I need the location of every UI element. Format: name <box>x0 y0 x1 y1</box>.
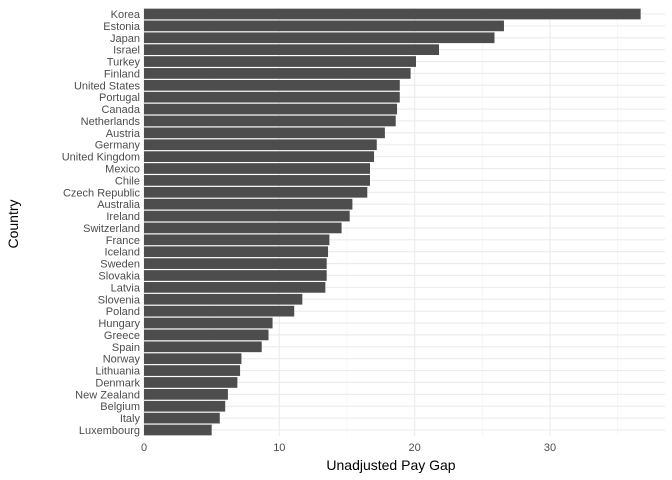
y-tick-label: Korea <box>111 9 141 21</box>
bar <box>144 103 398 115</box>
bar <box>144 388 228 400</box>
y-tick-label: Hungary <box>98 318 140 330</box>
y-tick-label: Mexico <box>105 164 140 176</box>
y-tick-label: Finland <box>104 68 140 80</box>
bar <box>144 127 385 139</box>
bar <box>144 198 353 210</box>
y-tick-label: Netherlands <box>81 116 141 128</box>
bar <box>144 377 238 388</box>
y-tick-label: Estonia <box>103 21 141 33</box>
y-tick-label: Slovenia <box>98 294 141 306</box>
bar <box>144 329 269 341</box>
x-tick-label: 0 <box>141 442 147 454</box>
y-tick-label: Austria <box>106 128 141 140</box>
bar <box>144 44 440 56</box>
y-tick-label: Israel <box>113 45 140 57</box>
y-tick-label: Lithuania <box>95 366 141 378</box>
y-tick-label: Italy <box>120 413 141 425</box>
y-tick-label: United Kingdom <box>62 152 140 164</box>
y-tick-label: Belgium <box>100 401 140 413</box>
y-tick-label: Germany <box>95 140 141 152</box>
bar <box>144 258 327 269</box>
y-tick-label: Slovakia <box>98 270 140 282</box>
bar <box>144 293 303 305</box>
bar <box>144 175 370 186</box>
bar <box>144 8 641 20</box>
bar <box>144 91 400 103</box>
y-tick-labels: KoreaEstoniaJapanIsraelTurkeyFinlandUnit… <box>62 9 141 437</box>
bar <box>144 317 273 329</box>
y-tick-label: Canada <box>101 104 140 116</box>
bar <box>144 353 242 365</box>
bar <box>144 68 411 79</box>
y-tick-label: Luxembourg <box>79 425 140 437</box>
bar <box>144 222 342 234</box>
bar <box>144 139 377 151</box>
bar <box>144 412 220 424</box>
y-tick-label: Ireland <box>106 211 140 223</box>
y-tick-label: Greece <box>104 330 140 342</box>
y-tick-label: New Zealand <box>75 389 140 401</box>
y-tick-label: Turkey <box>107 57 141 69</box>
y-tick-label: Sweden <box>100 259 140 271</box>
x-axis-title: Unadjusted Pay Gap <box>326 457 455 473</box>
bar <box>144 186 368 198</box>
y-tick-label: Chile <box>115 175 140 187</box>
y-tick-label: Czech Republic <box>63 187 141 199</box>
y-tick-label: United States <box>74 80 141 92</box>
bar <box>144 210 350 222</box>
bar <box>144 305 295 317</box>
y-tick-label: Poland <box>106 306 140 318</box>
bar <box>144 400 226 412</box>
bar <box>144 341 262 353</box>
bar <box>144 163 370 174</box>
bar <box>144 79 400 91</box>
y-tick-label: Australia <box>97 199 141 211</box>
bars <box>144 8 641 436</box>
bar <box>144 246 329 258</box>
y-tick-label: Iceland <box>105 247 140 259</box>
y-tick-label: Spain <box>112 342 140 354</box>
bar <box>144 32 495 44</box>
y-tick-label: Portugal <box>99 92 140 104</box>
y-tick-label: Norway <box>103 354 141 366</box>
bar <box>144 270 327 281</box>
y-tick-label: France <box>106 235 140 247</box>
bar <box>144 115 396 127</box>
bar <box>144 282 326 293</box>
y-tick-label: Denmark <box>95 377 140 389</box>
y-tick-label: Switzerland <box>83 223 140 235</box>
bar <box>144 151 375 162</box>
bar <box>144 56 417 67</box>
bar <box>144 20 504 32</box>
bar <box>144 234 330 246</box>
x-tick-labels: 0 10 20 30 <box>141 442 556 454</box>
y-tick-label: Japan <box>110 33 140 45</box>
y-axis-title: Country <box>5 199 21 248</box>
x-tick-label: 10 <box>273 442 285 454</box>
y-tick-label: Latvia <box>111 282 141 294</box>
bar <box>144 365 241 376</box>
bar <box>144 424 212 436</box>
x-tick-label: 30 <box>544 442 556 454</box>
x-tick-label: 20 <box>409 442 421 454</box>
